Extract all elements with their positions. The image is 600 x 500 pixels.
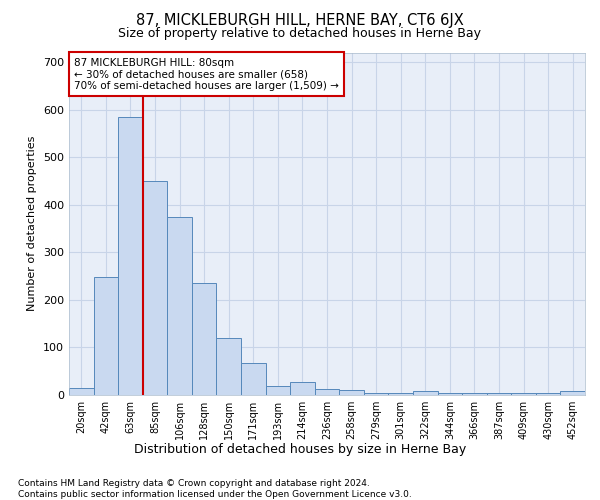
Text: Contains public sector information licensed under the Open Government Licence v3: Contains public sector information licen… (18, 490, 412, 499)
Bar (266, 386, 290, 395)
Bar (462, 392, 487, 395)
Bar (536, 392, 560, 395)
Bar (94, 277, 118, 395)
Bar (560, 391, 585, 395)
Bar (364, 392, 388, 395)
Bar (143, 181, 167, 395)
Text: 87 MICKLEBURGH HILL: 80sqm
← 30% of detached houses are smaller (658)
70% of sem: 87 MICKLEBURGH HILL: 80sqm ← 30% of deta… (74, 58, 339, 91)
Bar (118, 116, 143, 395)
Text: 87, MICKLEBURGH HILL, HERNE BAY, CT6 6JX: 87, MICKLEBURGH HILL, HERNE BAY, CT6 6JX (136, 12, 464, 28)
Bar (69, 388, 94, 395)
Bar (339, 390, 364, 395)
Bar (487, 392, 511, 395)
Bar (511, 392, 536, 395)
Bar (192, 283, 217, 395)
Bar (290, 382, 315, 395)
Y-axis label: Number of detached properties: Number of detached properties (28, 136, 37, 312)
Bar (413, 391, 437, 395)
Text: Contains HM Land Registry data © Crown copyright and database right 2024.: Contains HM Land Registry data © Crown c… (18, 479, 370, 488)
Bar (315, 390, 339, 395)
Bar (167, 216, 192, 395)
Bar (437, 392, 462, 395)
Text: Distribution of detached houses by size in Herne Bay: Distribution of detached houses by size … (134, 442, 466, 456)
Bar (388, 392, 413, 395)
Text: Size of property relative to detached houses in Herne Bay: Size of property relative to detached ho… (119, 28, 482, 40)
Bar (217, 338, 241, 395)
Bar (241, 362, 266, 395)
